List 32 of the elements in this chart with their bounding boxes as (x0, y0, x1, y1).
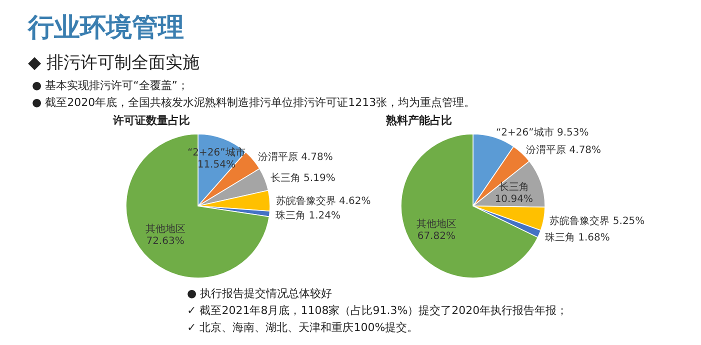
slice-label: “2+26”城市 (496, 127, 554, 138)
text: ● 截至2020年底，全国共核发水泥熟料制造排污单位排污许可证1213张，均为重点管理。 (32, 96, 476, 109)
data-label: 1.68% (578, 232, 610, 244)
data-label: 5.25% (612, 216, 645, 228)
slice-label: 苏皖鲁豫交界 (276, 196, 336, 208)
chart-title: 许可证数量占比 (112, 114, 190, 127)
slice-label: 长三角 (270, 172, 300, 184)
data-label: 4.62% (338, 196, 371, 208)
data-label: 72.63% (146, 236, 184, 248)
text: ● 基本实现排污许可“全覆盖”； (32, 79, 188, 92)
slice-label: 其他地区 (145, 223, 186, 236)
slice-label: 珠三角 (544, 232, 575, 244)
chart-title: 熟料产能占比 (385, 114, 452, 127)
data-label: 4.78% (301, 152, 333, 164)
slice-label: 其他地区 (416, 218, 456, 230)
text: ✓ 截至2021年8月底，1108家（占比91.3%）提交了2020年执行报告年报； (187, 304, 568, 317)
text: ◆ 排污许可制全面实施 (28, 53, 200, 73)
data-label: 5.19% (304, 172, 336, 184)
slice-label: 汾渭平原 (258, 152, 298, 164)
text: ● 执行报告提交情况总体较好 (187, 287, 332, 300)
text: 行业环境管理 (27, 13, 184, 43)
data-label: 1.24% (308, 210, 340, 222)
data-label: 4.78% (569, 144, 602, 156)
slice-label: 长三角 (498, 181, 529, 194)
data-label: 11.54% (197, 160, 236, 171)
slice-label: 苏皖鲁豫交界 (550, 216, 610, 228)
slice-label: 汾渭平原 (526, 144, 566, 156)
slice-label: 珠三角 (276, 210, 306, 222)
text: ✓ 北京、海南、湖北、天津和重庆100%提交。 (187, 321, 418, 334)
data-label: 9.53% (557, 127, 589, 138)
data-label: 67.82% (417, 230, 456, 242)
data-label: 10.94% (494, 194, 533, 206)
